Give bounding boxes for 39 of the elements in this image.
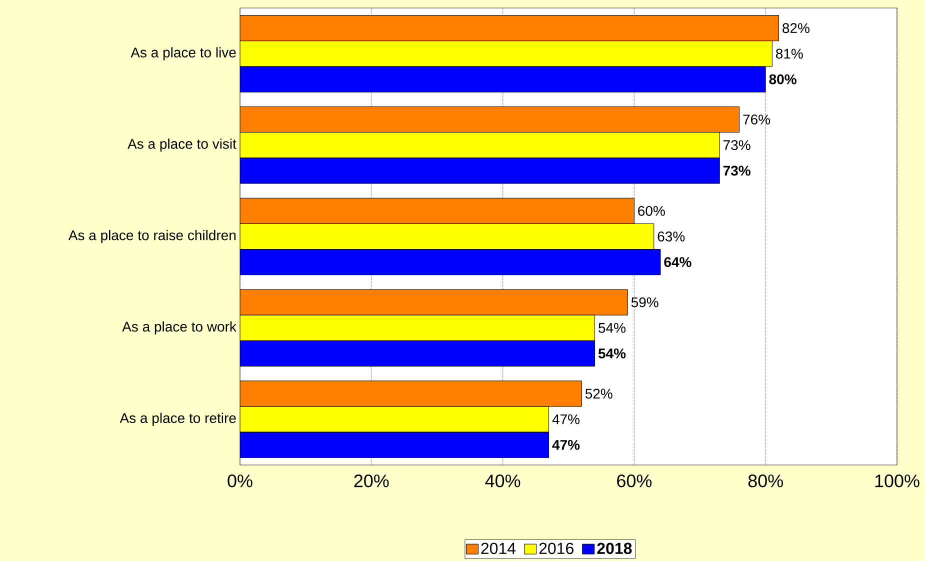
data-label: 80% xyxy=(769,74,796,84)
data-label: 81% xyxy=(776,48,803,59)
y-tick-label: As a place to work xyxy=(122,321,236,334)
y-tick-label: As a place to retire xyxy=(120,412,236,426)
bar xyxy=(240,66,766,92)
bar xyxy=(240,198,634,224)
data-label: 76% xyxy=(743,114,770,124)
data-label: 73% xyxy=(724,140,750,150)
data-label: 82% xyxy=(782,23,810,34)
legend-label: 2014 xyxy=(481,542,516,554)
bar xyxy=(240,432,550,458)
x-tick-label: 80% xyxy=(748,474,783,488)
bar xyxy=(240,249,661,276)
x-tick-label: 60% xyxy=(617,474,652,488)
data-label: 73% xyxy=(723,166,750,176)
bar xyxy=(240,158,720,184)
data-label: 60% xyxy=(638,206,665,216)
data-label: 63% xyxy=(658,232,685,242)
bar xyxy=(240,106,740,133)
x-tick-label: 40% xyxy=(485,474,520,488)
data-label: 47% xyxy=(552,440,580,450)
bar xyxy=(240,15,779,42)
data-label: 47% xyxy=(552,414,580,424)
legend-label: 2018 xyxy=(597,542,632,554)
legend-label: 2016 xyxy=(539,542,574,554)
data-label: 52% xyxy=(585,388,612,399)
y-tick-label: As a place to visit xyxy=(128,138,236,152)
bar xyxy=(240,289,628,316)
bar xyxy=(240,340,596,367)
data-label: 54% xyxy=(598,348,626,358)
data-label: 54% xyxy=(598,322,626,333)
y-tick-label: As a place to live xyxy=(130,47,236,60)
x-tick-label: 20% xyxy=(354,474,389,488)
x-tick-label: 0% xyxy=(228,474,252,488)
x-tick-label: 100% xyxy=(875,474,920,488)
y-tick-label: As a place to raise children xyxy=(68,230,236,244)
bar xyxy=(240,380,582,407)
data-label: 64% xyxy=(664,257,692,268)
data-label: 59% xyxy=(631,297,658,308)
